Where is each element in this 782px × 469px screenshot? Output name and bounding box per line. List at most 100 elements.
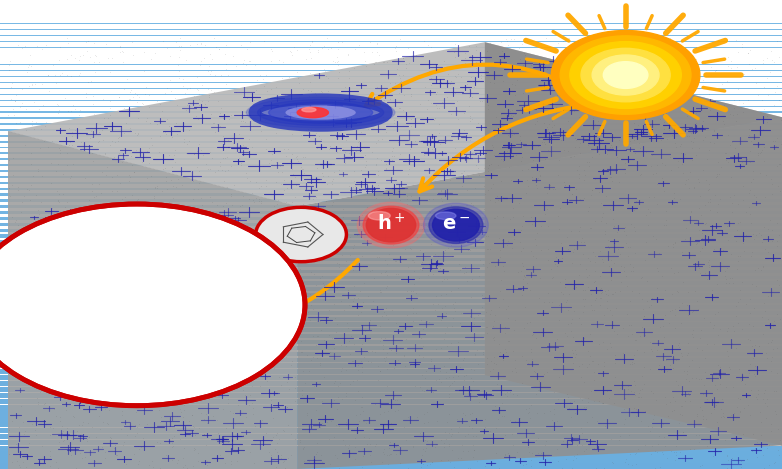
Point <box>161 213 174 220</box>
Point <box>127 294 140 302</box>
Point <box>726 199 738 207</box>
Point <box>195 195 207 202</box>
Point <box>619 415 631 422</box>
Point <box>487 353 500 360</box>
Point <box>166 443 178 450</box>
Point <box>607 321 619 329</box>
Point <box>354 166 367 174</box>
Point <box>602 292 615 299</box>
Point <box>466 432 479 439</box>
Point <box>727 105 740 112</box>
Point <box>683 445 696 453</box>
Point <box>289 398 302 405</box>
Point <box>488 333 500 340</box>
Point <box>71 243 84 251</box>
Point <box>357 113 370 121</box>
Point <box>693 438 705 445</box>
Point <box>565 190 578 197</box>
Point <box>193 167 206 175</box>
Point <box>87 92 99 99</box>
Point <box>332 166 345 174</box>
Point <box>773 426 782 433</box>
Point <box>655 45 667 53</box>
Point <box>278 145 290 153</box>
Point <box>744 411 756 418</box>
Point <box>214 158 227 166</box>
Point <box>475 291 488 298</box>
Point <box>576 76 589 84</box>
Point <box>742 189 755 197</box>
Point <box>667 364 680 371</box>
Point <box>589 296 601 304</box>
Point <box>363 434 375 442</box>
Point <box>50 80 63 87</box>
Point <box>430 101 443 108</box>
Point <box>389 442 402 450</box>
Point <box>261 341 274 348</box>
Point <box>565 107 578 114</box>
Point <box>304 258 317 266</box>
Point <box>95 211 107 219</box>
Point <box>622 332 634 340</box>
Point <box>182 353 195 360</box>
Point <box>123 95 135 103</box>
Point <box>436 277 448 285</box>
Point <box>526 449 538 457</box>
Point <box>708 191 721 199</box>
Point <box>565 104 578 111</box>
Point <box>546 274 558 281</box>
Point <box>453 51 465 58</box>
Point <box>556 254 569 262</box>
Point <box>70 242 83 250</box>
Point <box>300 216 312 224</box>
Polygon shape <box>485 42 782 446</box>
Point <box>271 178 283 186</box>
Point <box>591 417 604 424</box>
Point <box>259 241 271 248</box>
Point <box>701 258 714 266</box>
Point <box>166 290 178 297</box>
Point <box>667 244 680 251</box>
Point <box>664 34 676 42</box>
Point <box>202 166 214 173</box>
Point <box>573 149 586 157</box>
Point <box>332 129 345 136</box>
Point <box>227 377 239 384</box>
Point <box>267 123 279 131</box>
Point <box>227 295 239 302</box>
Point <box>561 333 573 340</box>
Point <box>224 163 237 170</box>
Point <box>387 119 400 127</box>
Point <box>775 441 782 448</box>
Point <box>696 234 708 242</box>
Point <box>258 260 271 268</box>
Point <box>527 252 540 260</box>
Point <box>115 425 127 433</box>
Point <box>228 446 240 454</box>
Point <box>533 294 546 302</box>
Point <box>205 282 217 289</box>
Point <box>407 256 419 264</box>
Point <box>654 115 666 122</box>
Point <box>126 238 138 246</box>
Point <box>624 387 637 394</box>
Point <box>73 421 85 429</box>
Point <box>500 305 513 312</box>
Point <box>498 268 511 275</box>
Point <box>92 295 105 303</box>
Point <box>578 71 590 78</box>
Point <box>488 151 500 159</box>
Point <box>756 263 769 271</box>
Point <box>271 168 284 175</box>
Point <box>44 431 56 439</box>
Point <box>504 416 516 424</box>
Point <box>357 279 370 287</box>
Point <box>171 300 184 307</box>
Point <box>511 391 523 399</box>
Point <box>188 252 201 260</box>
Point <box>321 121 334 129</box>
Point <box>404 244 417 251</box>
Point <box>748 362 761 370</box>
Point <box>454 363 467 371</box>
Point <box>731 394 744 402</box>
